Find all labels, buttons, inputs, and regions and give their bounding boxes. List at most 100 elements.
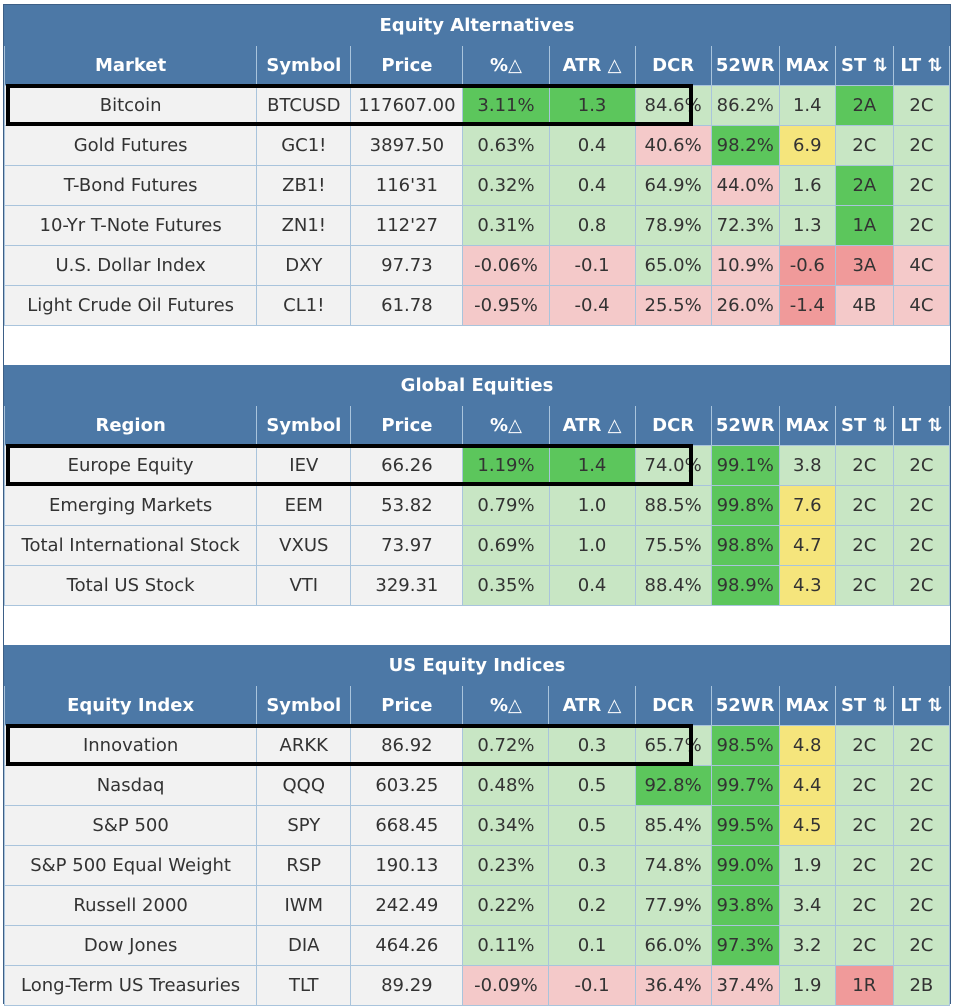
column-header-name[interactable]: Equity Index: [3, 685, 258, 726]
cell-52wr: 37.4%: [710, 965, 780, 1006]
column-header-name[interactable]: Region: [3, 405, 258, 446]
cell-name: Bitcoin: [3, 85, 258, 126]
cell-52wr: 98.2%: [710, 125, 780, 166]
cell-dcr: 84.6%: [634, 85, 712, 126]
column-header-52wr[interactable]: 52WR: [710, 45, 780, 86]
table-row[interactable]: Russell 2000 IWM 242.49 0.22% 0.2 77.9% 93.8% 3…: [3, 885, 951, 926]
cell-st: 2C: [834, 565, 894, 606]
column-header-price[interactable]: Price: [350, 45, 464, 86]
column-header-price[interactable]: Price: [350, 685, 464, 726]
table-row[interactable]: Nasdaq QQQ 603.25 0.48% 0.5 92.8% 99.7% 4.4 2C 2C: [3, 765, 951, 806]
table-row[interactable]: S&P 500 Equal Weight RSP 190.13 0.23% 0.3 74.…: [3, 845, 951, 886]
cell-dcr: 88.4%: [634, 565, 712, 606]
table-row[interactable]: Emerging Markets EEM 53.82 0.79% 1.0 88.5% 99.…: [3, 485, 951, 526]
column-header-name[interactable]: Market: [3, 45, 258, 86]
table-row[interactable]: Dow Jones DIA 464.26 0.11% 0.1 66.0% 97.3% 3.2 2…: [3, 925, 951, 966]
column-header-pct-change[interactable]: %△: [462, 685, 550, 726]
table-row[interactable]: 10-Yr T-Note Futures ZN1! 112'27 0.31% 0.8 78…: [3, 205, 951, 246]
cell-st: 2C: [834, 725, 894, 766]
column-header-52wr[interactable]: 52WR: [710, 405, 780, 446]
column-header-symbol[interactable]: Symbol: [256, 405, 352, 446]
column-header-st[interactable]: ST ⇅: [834, 45, 894, 86]
table-row[interactable]: Europe Equity IEV 66.26 1.19% 1.4 74.0% 99.1% 3…: [3, 445, 951, 486]
cell-52wr: 99.0%: [710, 845, 780, 886]
cell-st: 2C: [834, 805, 894, 846]
cell-lt: 2C: [892, 845, 951, 886]
table-row[interactable]: Total US Stock VTI 329.31 0.35% 0.4 88.4% 98.9…: [3, 565, 951, 606]
cell-dcr: 25.5%: [634, 285, 712, 326]
table-row[interactable]: Light Crude Oil Futures CL1! 61.78 -0.95% -0…: [3, 285, 951, 326]
cell-price: 464.26: [350, 925, 464, 966]
cell-name: Nasdaq: [3, 765, 258, 806]
cell-symbol: QQQ: [256, 765, 352, 806]
column-header-lt[interactable]: LT ⇅: [892, 685, 951, 726]
cell-pct-change: 0.31%: [462, 205, 550, 246]
cell-symbol: VXUS: [256, 525, 352, 566]
cell-max: 3.8: [778, 445, 836, 486]
column-header-atr-change[interactable]: ATR △: [548, 685, 636, 726]
cell-atr-change: 1.3: [548, 85, 636, 126]
cell-symbol: GC1!: [256, 125, 352, 166]
column-header-symbol[interactable]: Symbol: [256, 45, 352, 86]
quote-board: Equity Alternatives Market Symbol Price %△ AT…: [3, 4, 951, 1006]
cell-dcr: 88.5%: [634, 485, 712, 526]
cell-symbol: VTI: [256, 565, 352, 606]
column-header-atr-change[interactable]: ATR △: [548, 45, 636, 86]
section-title: Equity Alternatives: [4, 5, 950, 46]
cell-pct-change: 1.19%: [462, 445, 550, 486]
cell-max: 1.9: [778, 845, 836, 886]
cell-lt: 2C: [892, 765, 951, 806]
column-header-row: Market Symbol Price %△ ATR △ DCR 52WR MAx ST ⇅ LT…: [3, 45, 951, 86]
section-global-equities: Global Equities Region Symbol Price %△ ATR △ D…: [3, 365, 951, 606]
cell-symbol: ZB1!: [256, 165, 352, 206]
table-row[interactable]: Long-Term US Treasuries TLT 89.29 -0.09% -0.…: [3, 965, 951, 1006]
cell-max: 1.3: [778, 205, 836, 246]
table-row[interactable]: Total International Stock VXUS 73.97 0.69% 1…: [3, 525, 951, 566]
column-header-dcr[interactable]: DCR: [634, 405, 712, 446]
column-header-max[interactable]: MAx: [778, 405, 836, 446]
cell-52wr: 26.0%: [710, 285, 780, 326]
cell-atr-change: -0.1: [548, 245, 636, 286]
column-header-lt[interactable]: LT ⇅: [892, 405, 951, 446]
cell-name: Europe Equity: [3, 445, 258, 486]
column-header-pct-change[interactable]: %△: [462, 45, 550, 86]
column-header-lt[interactable]: LT ⇅: [892, 45, 951, 86]
cell-dcr: 64.9%: [634, 165, 712, 206]
column-header-dcr[interactable]: DCR: [634, 45, 712, 86]
section-equity-alternatives: Equity Alternatives Market Symbol Price %△ AT…: [3, 5, 951, 326]
column-header-52wr[interactable]: 52WR: [710, 685, 780, 726]
cell-max: 1.6: [778, 165, 836, 206]
cell-lt: 2C: [892, 445, 951, 486]
column-header-pct-change[interactable]: %△: [462, 405, 550, 446]
table-row[interactable]: Innovation ARKK 86.92 0.72% 0.3 65.7% 98.5% 4.8…: [3, 725, 951, 766]
cell-52wr: 99.5%: [710, 805, 780, 846]
cell-price: 86.92: [350, 725, 464, 766]
table-row[interactable]: Gold Futures GC1! 3897.50 0.63% 0.4 40.6% 98.2…: [3, 125, 951, 166]
cell-pct-change: 0.11%: [462, 925, 550, 966]
cell-dcr: 65.7%: [634, 725, 712, 766]
cell-lt: 4C: [892, 285, 951, 326]
cell-atr-change: 0.4: [548, 125, 636, 166]
cell-name: 10-Yr T-Note Futures: [3, 205, 258, 246]
cell-price: 66.26: [350, 445, 464, 486]
table-row[interactable]: S&P 500 SPY 668.45 0.34% 0.5 85.4% 99.5% 4.5 2C 2…: [3, 805, 951, 846]
cell-price: 97.73: [350, 245, 464, 286]
column-header-price[interactable]: Price: [350, 405, 464, 446]
column-header-symbol[interactable]: Symbol: [256, 685, 352, 726]
table-row[interactable]: U.S. Dollar Index DXY 97.73 -0.06% -0.1 65.0%…: [3, 245, 951, 286]
column-header-dcr[interactable]: DCR: [634, 685, 712, 726]
cell-st: 3A: [834, 245, 894, 286]
cell-symbol: SPY: [256, 805, 352, 846]
cell-symbol: CL1!: [256, 285, 352, 326]
column-header-row: Equity Index Symbol Price %△ ATR △ DCR 52WR MAx…: [3, 685, 951, 726]
cell-price: 329.31: [350, 565, 464, 606]
table-row[interactable]: T-Bond Futures ZB1! 116'31 0.32% 0.4 64.9% 44.…: [3, 165, 951, 206]
column-header-max[interactable]: MAx: [778, 45, 836, 86]
column-header-atr-change[interactable]: ATR △: [548, 405, 636, 446]
cell-price: 61.78: [350, 285, 464, 326]
column-header-max[interactable]: MAx: [778, 685, 836, 726]
column-header-st[interactable]: ST ⇅: [834, 685, 894, 726]
cell-symbol: DXY: [256, 245, 352, 286]
table-row[interactable]: Bitcoin BTCUSD 117607.00 3.11% 1.3 84.6% 86.2%…: [3, 85, 951, 126]
column-header-st[interactable]: ST ⇅: [834, 405, 894, 446]
